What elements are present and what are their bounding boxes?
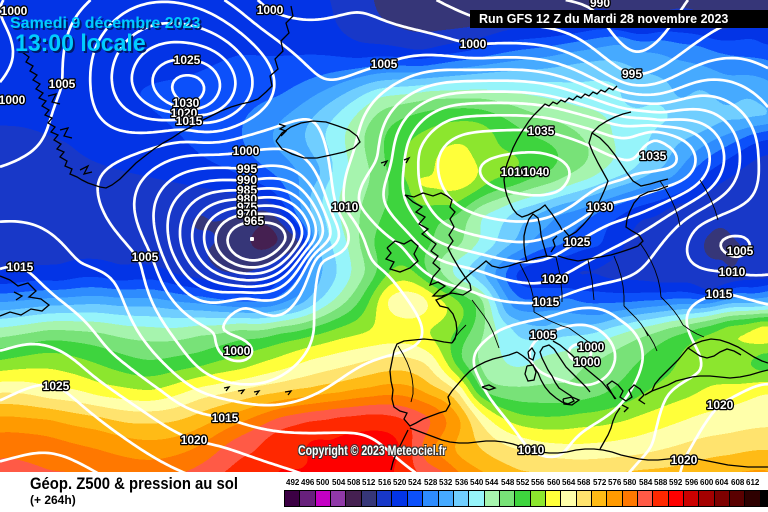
svg-text:1000: 1000 bbox=[0, 93, 26, 107]
svg-text:1005: 1005 bbox=[132, 250, 159, 264]
svg-text:1010: 1010 bbox=[719, 265, 746, 279]
svg-text:965: 965 bbox=[244, 214, 264, 228]
svg-text:1015: 1015 bbox=[706, 287, 733, 301]
svg-text:975: 975 bbox=[237, 200, 257, 214]
svg-text:1015: 1015 bbox=[176, 114, 203, 128]
svg-text:995: 995 bbox=[622, 67, 642, 81]
svg-text:1000: 1000 bbox=[578, 340, 605, 354]
svg-text:1025: 1025 bbox=[564, 235, 591, 249]
svg-text:1000: 1000 bbox=[460, 37, 487, 51]
svg-text:1005: 1005 bbox=[530, 328, 557, 342]
svg-text:1000: 1000 bbox=[1, 4, 28, 18]
svg-text:970: 970 bbox=[237, 207, 257, 221]
svg-text:1030: 1030 bbox=[173, 96, 200, 110]
svg-text:1005: 1005 bbox=[727, 244, 754, 258]
svg-text:1015: 1015 bbox=[7, 260, 34, 274]
svg-text:1020: 1020 bbox=[707, 398, 734, 412]
svg-text:1025: 1025 bbox=[43, 379, 70, 393]
svg-text:1040: 1040 bbox=[523, 165, 550, 179]
svg-text:1010: 1010 bbox=[332, 200, 359, 214]
svg-text:1015: 1015 bbox=[212, 411, 239, 425]
svg-text:1035: 1035 bbox=[528, 124, 555, 138]
svg-text:1000: 1000 bbox=[233, 144, 260, 158]
svg-text:1000: 1000 bbox=[574, 355, 601, 369]
svg-text:1005: 1005 bbox=[49, 77, 76, 91]
svg-text:980: 980 bbox=[237, 192, 257, 206]
svg-text:1020: 1020 bbox=[542, 272, 569, 286]
svg-text:1030: 1030 bbox=[587, 200, 614, 214]
svg-text:990: 990 bbox=[590, 0, 610, 10]
svg-text:1015: 1015 bbox=[533, 295, 560, 309]
svg-text:1020: 1020 bbox=[171, 106, 198, 120]
svg-text:995: 995 bbox=[237, 162, 257, 176]
svg-text:1020: 1020 bbox=[671, 453, 698, 467]
svg-text:1035: 1035 bbox=[640, 149, 667, 163]
svg-text:1025: 1025 bbox=[174, 53, 201, 67]
svg-text:1000: 1000 bbox=[224, 344, 251, 358]
svg-text:990: 990 bbox=[237, 173, 257, 187]
svg-text:1020: 1020 bbox=[181, 433, 208, 447]
svg-text:1010: 1010 bbox=[501, 165, 528, 179]
svg-text:1000: 1000 bbox=[257, 3, 284, 17]
svg-text:1005: 1005 bbox=[371, 57, 398, 71]
svg-text:985: 985 bbox=[237, 183, 257, 197]
svg-text:1010: 1010 bbox=[518, 443, 545, 457]
